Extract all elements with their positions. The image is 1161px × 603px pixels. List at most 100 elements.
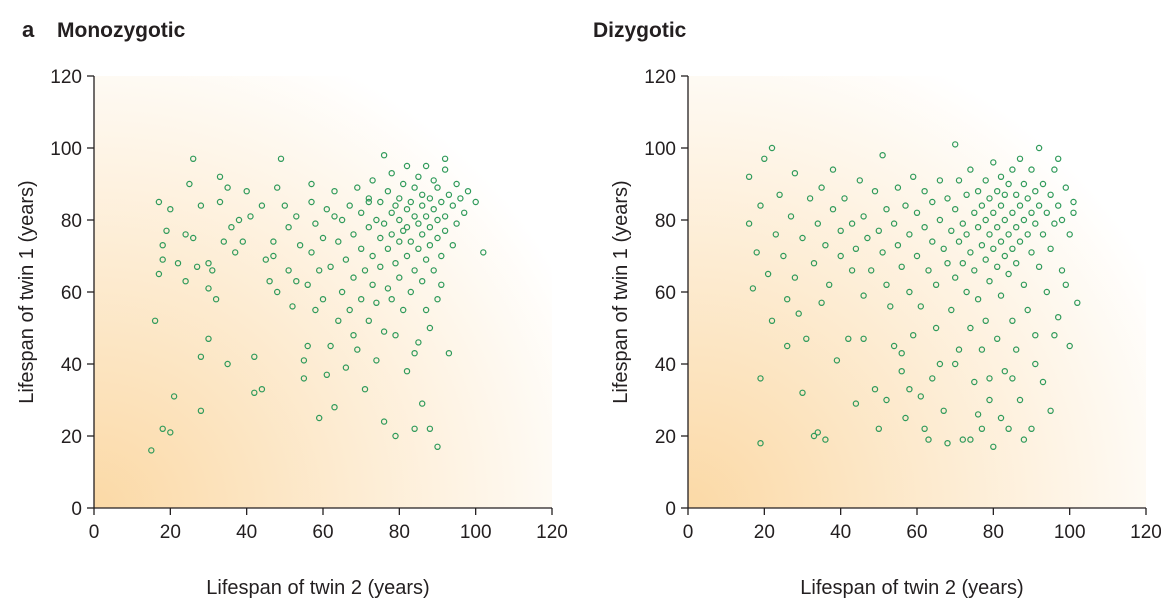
dizygotic-data-point [784, 296, 791, 303]
dizygotic-data-point [994, 187, 1001, 195]
dizygotic-y-tick-label: 100 [644, 139, 676, 160]
dizygotic-data-point [967, 249, 974, 256]
monozygotic-data-point [296, 241, 304, 249]
dizygotic-data-point [1013, 191, 1020, 198]
dizygotic-data-point [814, 220, 822, 227]
monozygotic-data-point [258, 386, 266, 393]
dizygotic-data-point [833, 357, 841, 364]
monozygotic-x-tick-label: 120 [536, 522, 568, 543]
dizygotic-data-point [745, 173, 753, 180]
monozygotic-data-point [441, 213, 449, 220]
dizygotic-data-point [971, 378, 978, 386]
dizygotic-data-point [986, 375, 993, 382]
monozygotic-data-point [377, 234, 384, 242]
dizygotic-data-point [990, 159, 997, 166]
dizygotic-data-point [967, 166, 974, 173]
monozygotic-data-point [323, 371, 330, 378]
dizygotic-data-point [936, 177, 944, 184]
monozygotic-data-point [365, 223, 372, 231]
dizygotic-data-point [871, 187, 879, 195]
dizygotic-x-tick-label: 60 [906, 522, 927, 543]
dizygotic-data-point [902, 202, 909, 209]
monozygotic-data-point [392, 432, 399, 440]
monozygotic-data-point [430, 205, 437, 213]
monozygotic-data-point [396, 274, 403, 281]
monozygotic-data-point [426, 223, 434, 231]
monozygotic-data-point [365, 317, 372, 324]
dizygotic-data-point [837, 252, 844, 260]
monozygotic-data-point [319, 296, 327, 303]
monozygotic-x-tick-label: 0 [89, 522, 100, 543]
dizygotic-x-tick-label: 80 [983, 522, 1004, 543]
dizygotic-data-point [898, 368, 905, 375]
monozygotic-data-point [155, 270, 163, 278]
dizygotic-data-point [1028, 425, 1035, 432]
dizygotic-data-point [1039, 378, 1047, 386]
monozygotic-data-point [308, 180, 315, 188]
dizygotic-data-point [776, 191, 783, 198]
monozygotic-y-axis-label: Lifespan of twin 1 (years) [16, 180, 38, 403]
dizygotic-data-point [826, 281, 833, 288]
dizygotic-data-point [784, 342, 791, 350]
monozygotic-data-point [426, 195, 434, 202]
monozygotic-data-point [396, 216, 403, 224]
monozygotic-data-point [377, 198, 384, 206]
monozygotic-x-tick-label: 60 [312, 522, 333, 543]
monozygotic-data-point [186, 180, 193, 188]
dizygotic-data-point [875, 425, 883, 432]
monozygotic-data-point [277, 155, 285, 162]
monozygotic-data-point [380, 151, 388, 159]
dizygotic-data-point [1009, 166, 1016, 173]
monozygotic-data-point [258, 202, 266, 209]
monozygotic-data-point [331, 213, 338, 220]
dizygotic-data-point [1013, 260, 1020, 267]
dizygotic-data-point [932, 281, 940, 288]
dizygotic-data-point [1005, 180, 1012, 188]
monozygotic-data-point [400, 180, 407, 188]
dizygotic-data-point [1032, 360, 1039, 368]
dizygotic-data-point [974, 296, 982, 303]
dizygotic-data-point [1051, 220, 1058, 227]
monozygotic-x-tick-label: 20 [160, 522, 181, 543]
monozygotic-data-point [167, 205, 174, 213]
monozygotic-data-point [327, 263, 334, 270]
monozygotic-data-point [308, 249, 315, 256]
monozygotic-x-axis-label: Lifespan of twin 2 (years) [206, 577, 429, 599]
monozygotic-data-point [388, 209, 395, 216]
monozygotic-data-point [338, 288, 346, 296]
dizygotic-data-point [894, 241, 902, 249]
monozygotic-data-point [434, 216, 441, 224]
dizygotic-data-point [810, 432, 818, 440]
dizygotic-data-point [879, 151, 886, 159]
monozygotic-data-point [415, 339, 422, 346]
monozygotic-data-point [449, 202, 456, 209]
monozygotic-data-point [396, 195, 403, 202]
dizygotic-y-ticks: 0 20 40 60 80 100 120 [644, 67, 688, 520]
monozygotic-data-point [403, 252, 411, 260]
dizygotic-data-point [963, 231, 970, 238]
monozygotic-title: Monozygotic [57, 19, 186, 42]
dizygotic-data-point [1009, 209, 1016, 216]
dizygotic-data-point [898, 350, 905, 357]
monozygotic-data-point [373, 299, 380, 306]
monozygotic-data-point [358, 296, 365, 303]
monozygotic-data-point [209, 267, 216, 274]
dizygotic-data-point [1020, 180, 1028, 188]
panel-letter: a [22, 17, 35, 42]
monozygotic-data-point [369, 177, 376, 184]
monozygotic-data-point [380, 220, 388, 227]
monozygotic-data-point [392, 332, 399, 339]
monozygotic-data-point [228, 223, 235, 231]
dizygotic-data-point [978, 202, 986, 209]
dizygotic-plot-background [688, 76, 1146, 508]
dizygotic-data-point [955, 238, 963, 245]
dizygotic-chart: Dizygotic Lifespan of twin 2 (years) Lif… [593, 19, 1161, 599]
dizygotic-data-point [883, 205, 890, 213]
monozygotic-data-point [480, 249, 487, 256]
monozygotic-data-point [159, 256, 166, 263]
dizygotic-data-point [868, 267, 875, 274]
dizygotic-y-tick-label: 20 [655, 427, 676, 448]
monozygotic-data-point [197, 407, 205, 414]
monozygotic-data-point [464, 187, 472, 195]
monozygotic-data-point [434, 234, 441, 242]
